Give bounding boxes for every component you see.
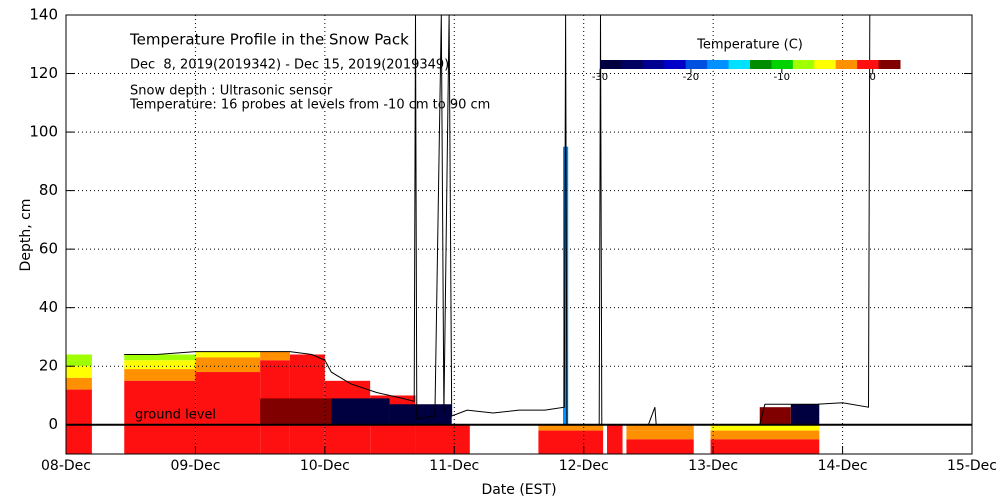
y-tick-label: 0 [48,415,58,433]
colorbar-swatch [600,60,622,69]
temperature-cell [260,351,290,361]
temperature-cell [124,369,196,381]
temperature-cell [66,354,92,367]
x-tick-label: 08-Dec [41,458,91,474]
x-tick-label: 11-Dec [429,458,479,474]
snow-depth-line [124,15,871,426]
y-axis-label: Depth, cm [18,199,34,272]
temperature-cell [195,372,261,454]
annotation: Temperature: 16 probes at levels from -1… [129,98,490,113]
temperature-cell [124,354,196,361]
temperature-cell [626,424,694,431]
colorbar-swatch [664,60,687,69]
temperature-cell [124,360,196,370]
y-tick-label: 120 [29,64,58,82]
temperature-cell [626,430,694,440]
temperature-cell [790,404,820,425]
x-tick-label: 12-Dec [559,458,609,474]
temperature-cell [710,439,820,454]
y-tick-label: 80 [39,181,58,199]
colorbar-swatch [728,60,751,69]
temperature-cell [710,430,820,440]
colorbar-swatch [792,60,815,69]
x-tick-label: 13-Dec [688,458,738,474]
y-tick-label: 60 [39,240,58,258]
colorbar: -30 -20 -10 0 [592,60,901,83]
colorbar-tick-label: 0 [870,72,876,83]
y-tick-label: 20 [39,357,58,375]
temperature-cell [124,380,196,454]
colorbar-swatch [771,60,794,69]
temperature-cell [563,146,569,425]
annotation: Snow depth : Ultrasonic sensor [130,84,333,99]
y-tick-label: 40 [39,298,58,316]
plot-frame [65,14,973,455]
temperature-cell [260,398,332,425]
colorbar-swatch [835,60,858,69]
colorbar-swatch [642,60,665,69]
temperature-cell [66,389,92,454]
temperature-cell [607,424,623,454]
chart-title: Temperature Profile in the Snow Pack [129,31,409,49]
colorbar-swatch [878,60,901,69]
y-tick-label: 140 [29,6,58,24]
snow-depth [66,15,972,426]
temperature-cell [195,351,261,358]
temperature-cell [389,404,452,425]
x-tick-label: 10-Dec [300,458,350,474]
colorbar-tick-label: -10 [774,72,790,83]
colorbar-title: Temperature (C) [696,38,803,53]
colorbar-swatch [621,60,644,69]
temperature-cell [331,398,390,425]
temperature-cell [710,424,820,431]
x-tick-label: 14-Dec [818,458,868,474]
ground-label: ground level [135,408,216,423]
colorbar-swatch [707,60,730,69]
temperature-cell [415,424,470,454]
x-axis-label: Date (EST) [481,482,556,498]
colorbar-swatch [750,60,772,69]
colorbar-tick-label: -30 [592,72,608,83]
chart-subtitle: Dec 8, 2019(2019342) - Dec 15, 2019(2019… [130,58,449,73]
x-tick-label: 09-Dec [170,458,220,474]
y-tick-label: 100 [29,123,58,141]
colorbar-swatch [814,60,837,69]
temperature-cell [66,366,92,378]
colorbar-swatch [857,60,880,69]
temperature-cell [66,377,92,390]
temperature-cell [626,439,694,454]
temperature-cell [759,407,791,425]
colorbar-tick-label: -20 [683,72,699,83]
x-tick-label: 15-Dec [947,458,997,474]
temperature-cell [538,430,604,454]
temperature-cell [195,357,261,373]
colorbar-swatch [685,60,708,69]
temperature-cell [538,424,604,431]
